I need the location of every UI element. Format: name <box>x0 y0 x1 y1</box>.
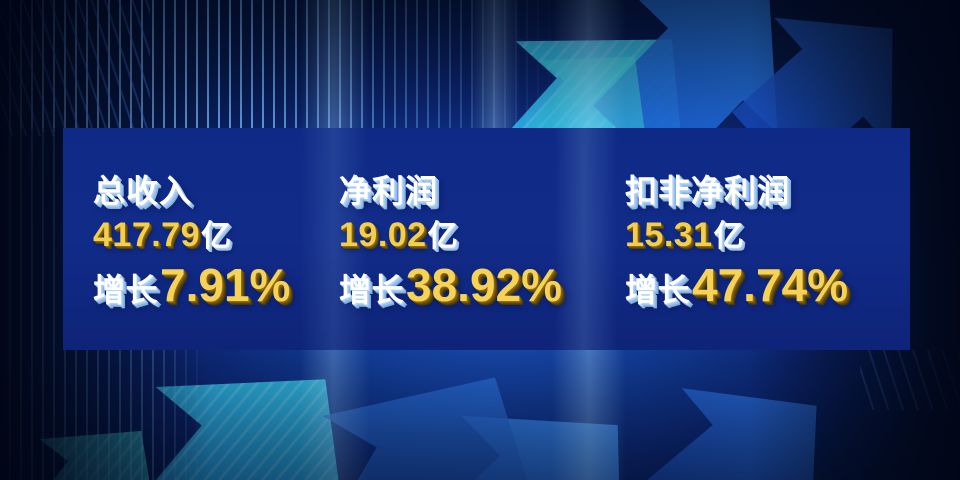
metric-card-total-revenue: 总收入 417.79亿 增长 7.91% <box>93 128 363 350</box>
metric-amount-unit: 亿 <box>427 219 458 253</box>
metric-title: 总收入 <box>93 172 193 209</box>
metric-amount-unit: 亿 <box>713 219 744 253</box>
metric-growth: 增长 38.92% <box>339 262 629 308</box>
metric-growth-value: 7.91% <box>160 258 291 311</box>
metric-growth-value: 47.74% <box>692 258 849 311</box>
metric-amount: 417.79亿 <box>93 218 363 252</box>
metric-growth-label: 增长 <box>625 271 691 308</box>
metric-amount-number: 417.79 <box>93 215 200 254</box>
arrow-up-right-blue-low2-icon <box>599 329 881 480</box>
metric-growth: 增长 47.74% <box>625 262 915 308</box>
metric-title: 净利润 <box>339 172 439 209</box>
metric-amount-number: 19.02 <box>339 215 427 254</box>
metric-growth-label: 增长 <box>93 271 159 308</box>
metric-card-net-profit: 净利润 19.02亿 增长 38.92% <box>339 128 629 350</box>
metric-growth-value: 38.92% <box>406 258 563 311</box>
metric-growth-label: 增长 <box>339 271 405 308</box>
metric-amount: 15.31亿 <box>625 218 915 252</box>
metric-growth: 增长 7.91% <box>93 262 363 308</box>
metric-title: 扣非净利润 <box>625 172 791 209</box>
metric-amount-unit: 亿 <box>201 219 231 253</box>
light-streak-upper <box>470 0 520 132</box>
metrics-panel: 总收入 417.79亿 增长 7.91% 净利润 19.02亿 增长 38.92% … <box>63 128 910 350</box>
metric-amount: 19.02亿 <box>339 218 629 252</box>
metric-amount-number: 15.31 <box>625 215 713 254</box>
metric-card-non-gaap-net-profit: 扣非净利润 15.31亿 增长 47.74% <box>625 128 915 350</box>
